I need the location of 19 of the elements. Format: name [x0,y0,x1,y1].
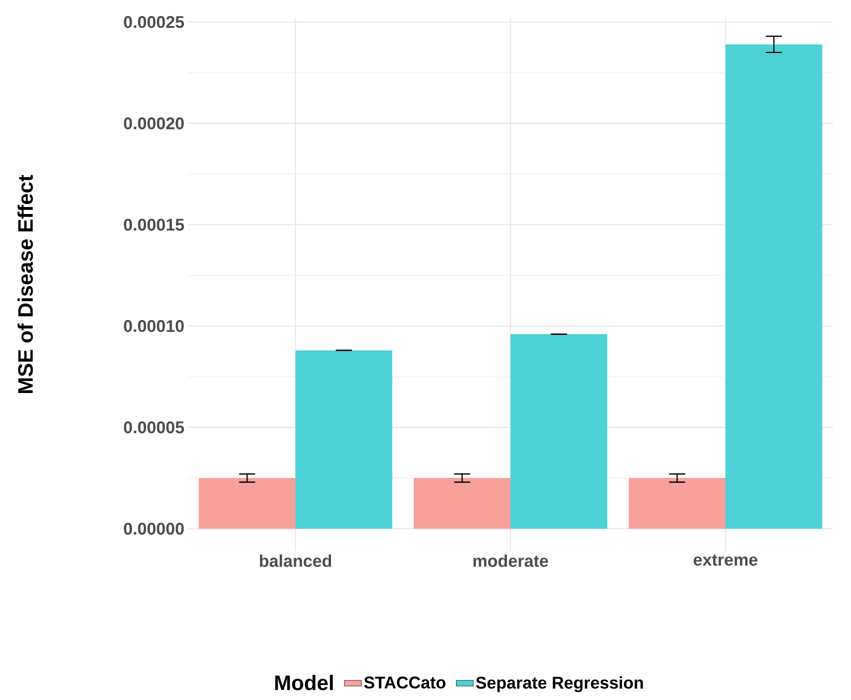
y-tick-label: 0.00010 [124,320,184,332]
y-axis-title: MSE of Disease Effect [18,174,33,393]
bar [510,334,608,529]
y-tick-label: 0.00000 [124,522,184,535]
legend-title: Model [275,674,333,690]
legend-label: Separate Regression [476,676,643,692]
legend-label: STACCato [364,676,446,689]
x-tick-label: moderate [473,554,548,567]
x-tick-label: extreme [694,554,758,566]
bar [726,44,822,529]
bar [296,350,392,529]
bar [198,478,296,529]
bar [414,478,511,529]
x-tick-label: balanced [260,554,332,567]
y-tick-label: 0.00025 [124,16,184,28]
y-tick-label: 0.00020 [124,117,184,130]
bar [628,478,726,529]
y-tick-label: 0.00015 [124,218,184,231]
y-tick-label: 0.00005 [124,421,184,434]
